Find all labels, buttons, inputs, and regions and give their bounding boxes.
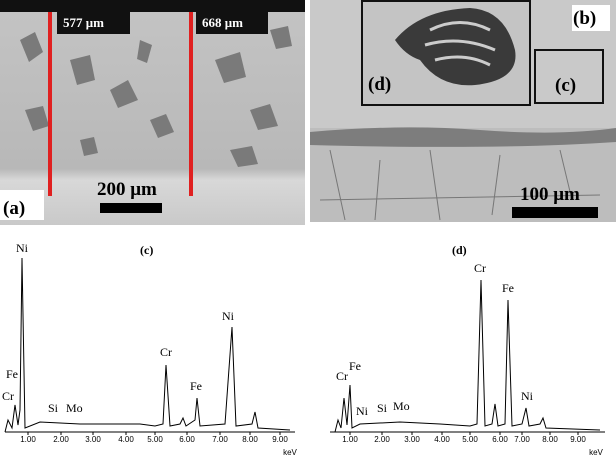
peak-label: Si <box>377 401 388 415</box>
tick-label: 2.00 <box>53 435 69 444</box>
peak-label: Mo <box>66 401 83 415</box>
peak-label: Fe <box>6 367 18 381</box>
tick-label: 7.00 <box>212 435 228 444</box>
spectrum-d <box>330 279 605 433</box>
tick-label: 1.00 <box>342 435 358 444</box>
tick-label: 4.00 <box>118 435 134 444</box>
peak-label: Ni <box>521 389 534 403</box>
spectrum-c <box>4 257 295 433</box>
tick-label: 5.00 <box>462 435 478 444</box>
tick-label: 5.00 <box>147 435 163 444</box>
inset-label: (d) <box>368 74 391 95</box>
inset-label: (c) <box>555 75 576 96</box>
tick-label: 7.00 <box>514 435 530 444</box>
tick-label: 1.00 <box>20 435 36 444</box>
peak-label: Cr <box>2 389 14 403</box>
peak-label: Si <box>48 401 59 415</box>
tick-label: 9.00 <box>570 435 586 444</box>
peak-label: Cr <box>160 345 172 359</box>
axis-unit: keV <box>589 448 603 457</box>
tick-label: 8.00 <box>542 435 558 444</box>
panel-label: (b) <box>573 8 596 29</box>
tick-label: 8.00 <box>242 435 258 444</box>
micrograph-a: 577 μm 668 μm (a) 200 μm <box>0 0 305 225</box>
spectrum-label: (c) <box>140 243 153 257</box>
peak-label: Ni <box>222 309 235 323</box>
measure-label: 577 μm <box>63 15 104 30</box>
measure-label: 668 μm <box>202 15 243 30</box>
tick-label: 4.00 <box>434 435 450 444</box>
tick-label: 2.00 <box>374 435 390 444</box>
scale-label: 200 μm <box>97 179 157 200</box>
peak-label: Ni <box>16 241 29 255</box>
tick-label: 6.00 <box>492 435 508 444</box>
tick-label: 6.00 <box>179 435 195 444</box>
peak-label: Ni <box>356 404 369 418</box>
peak-label: Fe <box>502 281 514 295</box>
tick-label: 3.00 <box>404 435 420 444</box>
scale-label: 100 μm <box>520 184 580 205</box>
tick-label: 9.00 <box>272 435 288 444</box>
axis-unit: keV <box>283 448 297 457</box>
peak-label: Fe <box>190 379 202 393</box>
micrograph-b: (b) (d) (c) 100 μm <box>310 0 616 222</box>
peak-label: Fe <box>349 359 361 373</box>
peak-label: Mo <box>393 399 410 413</box>
peak-label: Cr <box>474 261 486 275</box>
spectrum-label: (d) <box>452 243 467 257</box>
tick-label: 3.00 <box>85 435 101 444</box>
panel-label: (a) <box>3 198 25 219</box>
peak-label: Cr <box>336 369 348 383</box>
